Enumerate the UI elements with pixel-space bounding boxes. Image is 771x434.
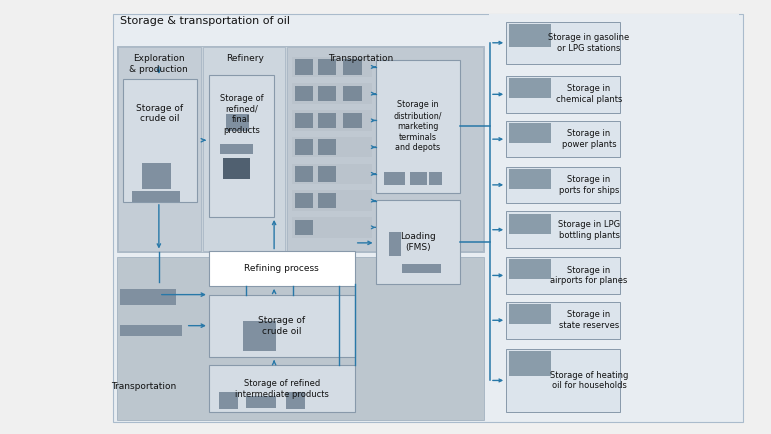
FancyBboxPatch shape <box>295 113 313 128</box>
FancyBboxPatch shape <box>291 164 372 184</box>
FancyBboxPatch shape <box>291 217 372 238</box>
FancyBboxPatch shape <box>295 166 313 182</box>
FancyBboxPatch shape <box>209 295 355 357</box>
Text: Storage of
crude oil: Storage of crude oil <box>258 316 305 336</box>
Text: Storage of
refined/
final
products: Storage of refined/ final products <box>220 94 263 135</box>
FancyBboxPatch shape <box>226 115 249 131</box>
FancyBboxPatch shape <box>116 256 484 420</box>
FancyBboxPatch shape <box>509 351 551 376</box>
FancyBboxPatch shape <box>318 166 336 182</box>
FancyBboxPatch shape <box>318 113 336 128</box>
FancyBboxPatch shape <box>295 193 313 208</box>
FancyBboxPatch shape <box>506 302 620 339</box>
FancyBboxPatch shape <box>410 172 427 184</box>
FancyBboxPatch shape <box>291 110 372 131</box>
FancyBboxPatch shape <box>343 59 362 75</box>
FancyBboxPatch shape <box>120 289 176 306</box>
Text: Storage in
state reserves: Storage in state reserves <box>559 310 619 330</box>
FancyBboxPatch shape <box>223 158 250 179</box>
FancyBboxPatch shape <box>318 86 336 102</box>
Text: Storage of
crude oil: Storage of crude oil <box>136 104 183 123</box>
FancyBboxPatch shape <box>506 121 620 158</box>
FancyBboxPatch shape <box>295 220 313 235</box>
Text: Transportation: Transportation <box>328 54 393 63</box>
Text: Storage of heating
oil for households: Storage of heating oil for households <box>550 371 628 390</box>
FancyBboxPatch shape <box>291 137 372 158</box>
FancyBboxPatch shape <box>509 214 551 234</box>
Text: Refinery: Refinery <box>226 54 264 63</box>
FancyBboxPatch shape <box>285 391 305 409</box>
FancyBboxPatch shape <box>287 47 483 251</box>
Text: Storage in
distribution/
marketing
terminals
and depots: Storage in distribution/ marketing termi… <box>393 100 442 152</box>
FancyBboxPatch shape <box>402 263 441 273</box>
Text: Storage & transportation of oil: Storage & transportation of oil <box>120 16 291 26</box>
FancyBboxPatch shape <box>219 391 238 409</box>
FancyBboxPatch shape <box>509 24 551 47</box>
FancyBboxPatch shape <box>116 46 484 252</box>
FancyBboxPatch shape <box>375 200 460 284</box>
FancyBboxPatch shape <box>209 365 355 412</box>
FancyBboxPatch shape <box>142 163 171 189</box>
Text: Storage in
airports for planes: Storage in airports for planes <box>550 266 628 285</box>
FancyBboxPatch shape <box>246 395 277 408</box>
FancyBboxPatch shape <box>221 144 254 155</box>
FancyBboxPatch shape <box>209 251 355 286</box>
Text: Loading
(FMS): Loading (FMS) <box>400 232 436 252</box>
FancyBboxPatch shape <box>295 139 313 155</box>
Text: Storage of refined
intermediate products: Storage of refined intermediate products <box>235 379 328 398</box>
FancyBboxPatch shape <box>389 232 401 256</box>
FancyBboxPatch shape <box>384 172 406 184</box>
FancyBboxPatch shape <box>132 191 180 202</box>
FancyBboxPatch shape <box>295 59 313 75</box>
FancyBboxPatch shape <box>509 78 551 99</box>
Text: Exploration
& production: Exploration & production <box>130 54 188 74</box>
Text: Refining process: Refining process <box>244 264 319 273</box>
Text: Storage in gasoline
or LPG stations: Storage in gasoline or LPG stations <box>548 33 630 53</box>
FancyBboxPatch shape <box>120 325 182 335</box>
FancyBboxPatch shape <box>209 75 274 217</box>
FancyBboxPatch shape <box>509 259 551 279</box>
FancyBboxPatch shape <box>343 86 362 102</box>
FancyBboxPatch shape <box>506 167 620 203</box>
FancyBboxPatch shape <box>490 14 739 420</box>
Text: Storage in
ports for ships: Storage in ports for ships <box>559 175 619 195</box>
FancyBboxPatch shape <box>506 349 620 412</box>
FancyBboxPatch shape <box>506 211 620 248</box>
FancyBboxPatch shape <box>375 59 460 193</box>
FancyBboxPatch shape <box>244 321 276 351</box>
FancyBboxPatch shape <box>509 123 551 143</box>
Text: Storage in
power plants: Storage in power plants <box>562 129 616 149</box>
FancyBboxPatch shape <box>318 59 336 75</box>
FancyBboxPatch shape <box>509 169 551 189</box>
FancyBboxPatch shape <box>291 190 372 211</box>
FancyBboxPatch shape <box>509 304 551 324</box>
FancyBboxPatch shape <box>113 14 742 422</box>
FancyBboxPatch shape <box>123 79 197 202</box>
FancyBboxPatch shape <box>506 257 620 294</box>
FancyBboxPatch shape <box>318 139 336 155</box>
FancyBboxPatch shape <box>204 47 284 251</box>
Text: Transportation: Transportation <box>111 382 176 391</box>
Text: Storage in
chemical plants: Storage in chemical plants <box>556 85 622 104</box>
FancyBboxPatch shape <box>429 172 443 184</box>
Text: Storage in LPG
bottling plants: Storage in LPG bottling plants <box>558 220 620 240</box>
FancyBboxPatch shape <box>506 22 620 64</box>
FancyBboxPatch shape <box>118 47 201 251</box>
FancyBboxPatch shape <box>318 193 336 208</box>
FancyBboxPatch shape <box>295 86 313 102</box>
FancyBboxPatch shape <box>343 113 362 128</box>
FancyBboxPatch shape <box>291 83 372 104</box>
FancyBboxPatch shape <box>291 56 372 77</box>
FancyBboxPatch shape <box>506 76 620 113</box>
